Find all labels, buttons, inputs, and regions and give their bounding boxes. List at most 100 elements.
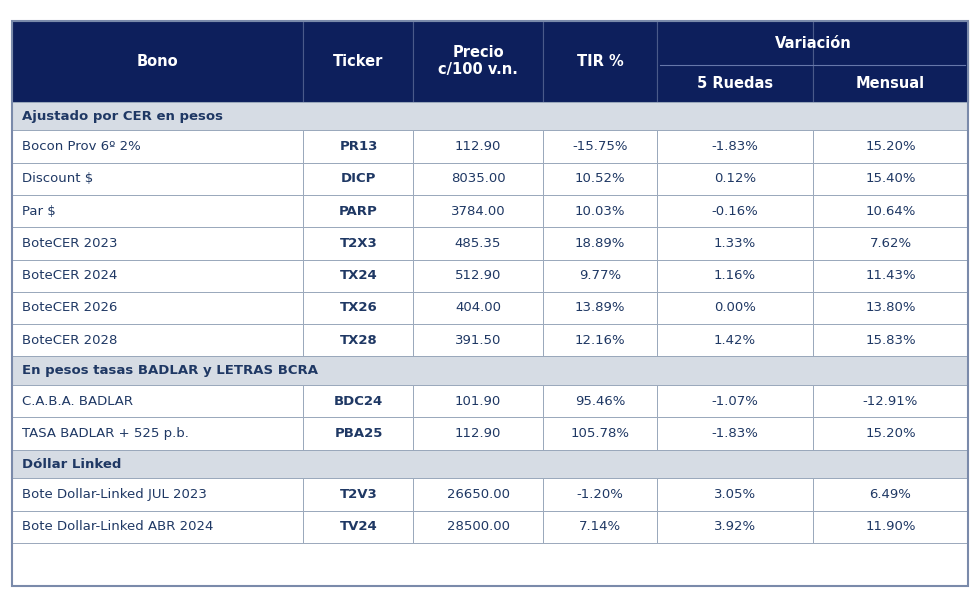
Text: -1.83%: -1.83% <box>711 427 759 440</box>
Text: Discount $: Discount $ <box>22 172 93 185</box>
Text: TIR %: TIR % <box>576 54 623 69</box>
Text: 1.33%: 1.33% <box>714 237 757 250</box>
Bar <box>304 21 414 102</box>
Text: 3784.00: 3784.00 <box>451 205 506 218</box>
Text: 112.90: 112.90 <box>455 140 501 153</box>
Text: Bote Dollar-Linked ABR 2024: Bote Dollar-Linked ABR 2024 <box>22 520 213 533</box>
Text: 15.40%: 15.40% <box>865 172 915 185</box>
Bar <box>543 478 658 511</box>
Text: 13.80%: 13.80% <box>865 301 915 315</box>
Text: 1.42%: 1.42% <box>714 334 757 347</box>
Bar <box>658 227 812 260</box>
Text: TX24: TX24 <box>340 269 377 282</box>
Text: -1.20%: -1.20% <box>576 488 623 501</box>
Text: En pesos tasas BADLAR y LETRAS BCRA: En pesos tasas BADLAR y LETRAS BCRA <box>22 364 318 377</box>
Bar <box>12 385 304 417</box>
Text: -0.16%: -0.16% <box>711 205 759 218</box>
Text: TASA BADLAR + 525 p.b.: TASA BADLAR + 525 p.b. <box>22 427 188 440</box>
Bar <box>812 511 968 543</box>
Bar <box>304 417 414 450</box>
Bar <box>12 130 304 163</box>
Text: C.A.B.A. BADLAR: C.A.B.A. BADLAR <box>22 395 132 408</box>
Bar <box>812 130 968 163</box>
Text: Variación: Variación <box>774 36 852 51</box>
Text: Ajustado por CER en pesos: Ajustado por CER en pesos <box>22 109 222 123</box>
Bar <box>12 292 304 324</box>
Text: T2X3: T2X3 <box>340 237 377 250</box>
Bar <box>812 163 968 195</box>
Bar <box>12 450 968 478</box>
Text: 1.16%: 1.16% <box>714 269 757 282</box>
Text: BoteCER 2026: BoteCER 2026 <box>22 301 117 315</box>
Bar <box>414 292 543 324</box>
Text: 12.16%: 12.16% <box>574 334 625 347</box>
Text: 391.50: 391.50 <box>455 334 501 347</box>
Text: 7.62%: 7.62% <box>869 237 911 250</box>
Bar <box>304 385 414 417</box>
Bar <box>12 260 304 292</box>
Bar <box>543 260 658 292</box>
Text: Bote Dollar-Linked JUL 2023: Bote Dollar-Linked JUL 2023 <box>22 488 207 501</box>
Bar <box>414 21 543 102</box>
Bar <box>658 478 812 511</box>
Text: 485.35: 485.35 <box>455 237 501 250</box>
Text: BoteCER 2023: BoteCER 2023 <box>22 237 117 250</box>
Text: 18.89%: 18.89% <box>575 237 625 250</box>
Bar <box>414 478 543 511</box>
Bar <box>12 227 304 260</box>
Text: PBA25: PBA25 <box>334 427 382 440</box>
Text: 3.92%: 3.92% <box>714 520 757 533</box>
Text: PARP: PARP <box>339 205 378 218</box>
Bar <box>658 130 812 163</box>
Text: DICP: DICP <box>341 172 376 185</box>
Bar <box>658 195 812 227</box>
Text: 101.90: 101.90 <box>455 395 501 408</box>
Bar <box>658 21 812 102</box>
Text: 9.77%: 9.77% <box>579 269 621 282</box>
Text: 15.20%: 15.20% <box>865 427 916 440</box>
Text: 11.90%: 11.90% <box>865 520 915 533</box>
Text: TX28: TX28 <box>340 334 377 347</box>
Text: 10.03%: 10.03% <box>574 205 625 218</box>
Text: 11.43%: 11.43% <box>865 269 916 282</box>
Text: Precio
c/100 v.n.: Precio c/100 v.n. <box>438 45 518 78</box>
Bar <box>414 511 543 543</box>
Bar <box>543 195 658 227</box>
Bar <box>414 385 543 417</box>
Bar <box>304 163 414 195</box>
Bar <box>658 260 812 292</box>
Bar <box>12 21 304 102</box>
Bar <box>658 324 812 356</box>
Bar <box>543 130 658 163</box>
Bar <box>304 195 414 227</box>
Bar <box>812 292 968 324</box>
Text: 10.52%: 10.52% <box>574 172 625 185</box>
Bar <box>812 260 968 292</box>
Bar <box>543 324 658 356</box>
Bar <box>12 417 304 450</box>
Bar <box>414 195 543 227</box>
Text: Mensual: Mensual <box>856 77 925 91</box>
Bar <box>543 511 658 543</box>
Text: 404.00: 404.00 <box>455 301 501 315</box>
Bar <box>812 227 968 260</box>
Text: TV24: TV24 <box>340 520 377 533</box>
Bar <box>12 102 968 130</box>
Text: 7.14%: 7.14% <box>579 520 621 533</box>
Text: -1.07%: -1.07% <box>711 395 759 408</box>
Bar <box>304 227 414 260</box>
Text: 112.90: 112.90 <box>455 427 501 440</box>
Text: 8035.00: 8035.00 <box>451 172 506 185</box>
Bar <box>812 478 968 511</box>
Text: Bono: Bono <box>137 54 178 69</box>
Bar <box>304 324 414 356</box>
Bar <box>543 21 658 102</box>
Text: Ticker: Ticker <box>333 54 384 69</box>
Text: 26650.00: 26650.00 <box>447 488 510 501</box>
Text: Par $: Par $ <box>22 205 55 218</box>
Bar <box>812 417 968 450</box>
Text: 13.89%: 13.89% <box>574 301 625 315</box>
Bar <box>658 163 812 195</box>
Text: T2V3: T2V3 <box>340 488 377 501</box>
Bar <box>658 511 812 543</box>
